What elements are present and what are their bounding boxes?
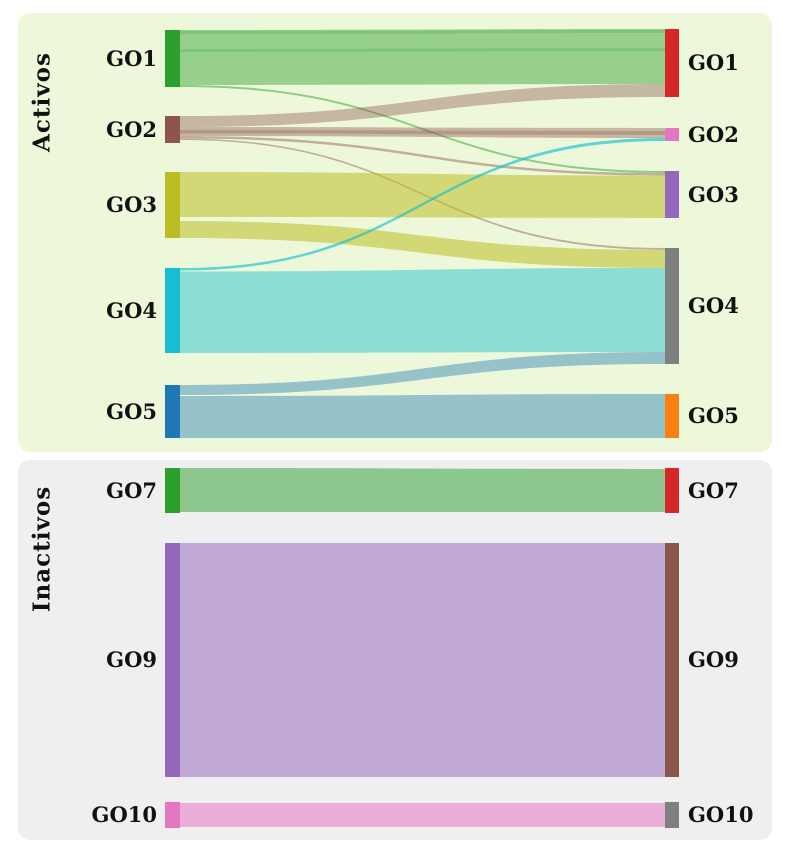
node-label-left-GO4: GO4 [106, 297, 157, 323]
node-left-GO4[interactable] [165, 268, 180, 353]
node-label-right-GO5: GO5 [688, 403, 739, 428]
node-left-GO2[interactable] [165, 116, 180, 143]
link-GO3-GO4[interactable] [180, 221, 665, 268]
node-label-right-GO2: GO2 [688, 121, 739, 147]
node-left-GO5[interactable] [165, 385, 180, 438]
node-label-left-GO1: GO1 [106, 45, 157, 71]
node-label-right-GO3: GO3 [688, 181, 739, 207]
node-label-right-GO4: GO4 [688, 293, 739, 318]
inactivos-title: Inactivos [28, 485, 56, 613]
link-GO1-GO1-stripe1[interactable] [180, 30, 665, 34]
link-GO2-GO2-stripe[interactable] [180, 130, 665, 135]
link-GO3-GO3[interactable] [180, 172, 665, 218]
link-GO1-GO1-stripe2[interactable] [180, 48, 665, 52]
node-right-GO10[interactable] [665, 802, 679, 828]
node-label-left-GO10: GO10 [91, 802, 157, 827]
node-right-GO1[interactable] [665, 29, 679, 97]
link-GO2-GO1[interactable] [180, 84, 665, 127]
node-label-right-GO10: GO10 [688, 802, 754, 827]
node-left-GO9[interactable] [165, 543, 180, 777]
node-right-GO3[interactable] [665, 171, 679, 218]
link-GO4-GO2[interactable] [180, 138, 665, 271]
link-GO10-GO10[interactable] [180, 803, 665, 827]
link-GO5-GO4[interactable] [180, 352, 665, 395]
node-right-GO4[interactable] [665, 248, 679, 364]
link-GO4-GO4[interactable] [180, 268, 665, 353]
node-right-GO9[interactable] [665, 543, 679, 777]
link-GO5-GO5[interactable] [180, 394, 665, 438]
link-GO1-GO3[interactable] [180, 85, 665, 173]
node-label-right-GO7: GO7 [688, 477, 739, 503]
node-label-left-GO3: GO3 [106, 192, 157, 217]
node-label-left-GO9: GO9 [106, 647, 157, 672]
node-right-GO5[interactable] [665, 394, 679, 438]
link-GO1-GO1[interactable] [180, 29, 665, 85]
link-GO9-GO9[interactable] [180, 543, 665, 777]
node-label-left-GO5: GO5 [106, 398, 157, 424]
node-left-GO7[interactable] [165, 468, 180, 513]
node-left-GO10[interactable] [165, 802, 180, 828]
link-GO2-GO2[interactable] [180, 127, 665, 138]
node-right-GO7[interactable] [665, 468, 679, 513]
node-label-right-GO9: GO9 [688, 647, 739, 672]
node-right-GO2[interactable] [665, 128, 679, 141]
node-label-left-GO2: GO2 [106, 116, 157, 142]
node-label-right-GO1: GO1 [688, 50, 739, 75]
node-left-GO3[interactable] [165, 172, 180, 238]
node-label-left-GO7: GO7 [106, 477, 157, 503]
node-left-GO1[interactable] [165, 30, 180, 87]
link-GO2-GO3[interactable] [180, 136, 665, 176]
link-GO7-GO7[interactable] [180, 468, 665, 512]
